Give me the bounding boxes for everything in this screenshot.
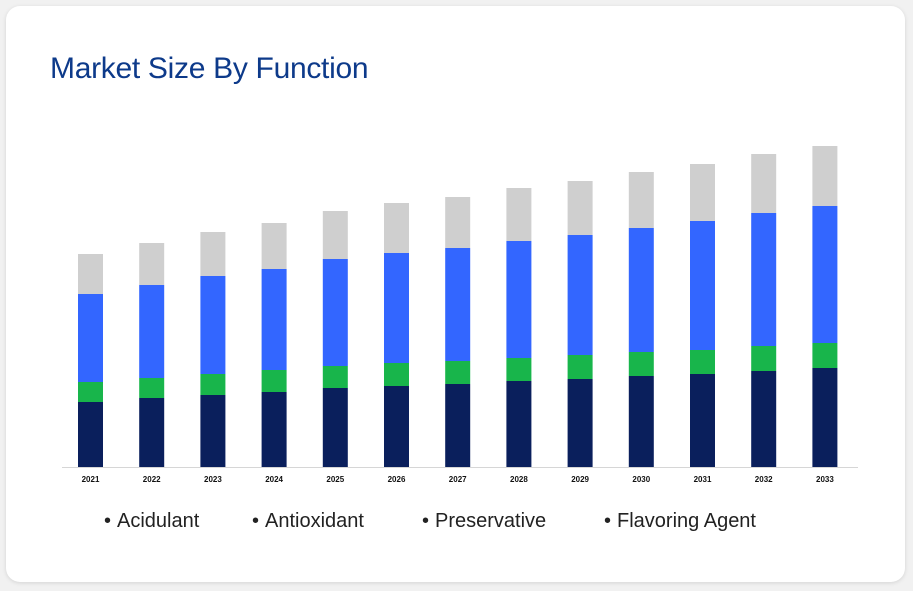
bar-acidulant-2023 <box>200 395 226 467</box>
bar-preservative-2029 <box>567 235 593 355</box>
legend-item-antioxidant[interactable]: • Antioxidant <box>252 510 364 533</box>
legend-label: Antioxidant <box>265 510 364 532</box>
bar-antioxidant-2029 <box>567 355 593 379</box>
bar-acidulant-2033 <box>812 368 838 467</box>
bar-flavoring-agent-2027 <box>445 197 471 248</box>
bar-preservative-2033 <box>812 206 838 343</box>
legend-item-flavoring-agent[interactable]: • Flavoring Agent <box>604 510 756 533</box>
bar-preservative-2031 <box>690 221 715 350</box>
legend-bullet: • <box>604 510 612 532</box>
bar-flavoring-agent-2028 <box>506 188 532 241</box>
bar-flavoring-agent-2023 <box>200 232 226 276</box>
bar-acidulant-2028 <box>506 381 532 467</box>
bar-preservative-2021 <box>78 294 103 382</box>
legend-label: Flavoring Agent <box>617 510 756 532</box>
bar-preservative-2022 <box>139 285 165 378</box>
bar-preservative-2026 <box>384 253 409 363</box>
bar-antioxidant-2027 <box>445 361 471 384</box>
chart-title: Market Size By Function <box>50 52 369 85</box>
bar-preservative-2030 <box>628 228 654 352</box>
bar-antioxidant-2024 <box>261 370 287 392</box>
x-tick-label: 2031 <box>694 475 712 484</box>
bar-antioxidant-2025 <box>322 366 348 388</box>
bar-antioxidant-2033 <box>812 343 838 368</box>
bar-antioxidant-2023 <box>200 374 226 395</box>
x-tick-label: 2024 <box>265 475 283 484</box>
legend-label: Preservative <box>435 510 547 532</box>
x-tick-label: 2026 <box>388 475 406 484</box>
bar-acidulant-2024 <box>261 392 287 467</box>
bar-antioxidant-2030 <box>628 352 654 376</box>
bar-group <box>78 146 838 467</box>
legend-label: Acidulant <box>117 510 200 532</box>
bar-antioxidant-2022 <box>139 378 165 398</box>
bar-antioxidant-2028 <box>506 358 532 381</box>
x-tick-label: 2027 <box>449 475 467 484</box>
x-tick-labels: 2021 2022 2023 2024 2025 2026 2027 2028 2029 2030… <box>82 475 835 484</box>
bar-antioxidant-2021 <box>78 382 103 402</box>
bar-antioxidant-2026 <box>384 363 409 386</box>
bar-acidulant-2029 <box>567 379 593 467</box>
x-tick-label: 2021 <box>82 475 100 484</box>
legend: • Acidulant • Antioxidant • Preservative • F… <box>0 510 913 536</box>
bar-preservative-2024 <box>261 269 287 370</box>
legend-bullet: • <box>104 510 112 532</box>
x-tick-label: 2023 <box>204 475 222 484</box>
x-tick-label: 2032 <box>755 475 773 484</box>
bar-flavoring-agent-2022 <box>139 243 165 285</box>
bar-preservative-2025 <box>322 259 348 366</box>
bar-preservative-2028 <box>506 241 532 358</box>
bar-flavoring-agent-2021 <box>78 254 103 294</box>
bar-acidulant-2026 <box>384 386 409 467</box>
x-tick-label: 2030 <box>632 475 650 484</box>
bar-flavoring-agent-2025 <box>322 211 348 259</box>
x-tick-label: 2029 <box>571 475 589 484</box>
bar-acidulant-2022 <box>139 398 165 467</box>
bar-flavoring-agent-2026 <box>384 203 409 253</box>
bar-flavoring-agent-2024 <box>261 223 287 269</box>
bar-preservative-2032 <box>751 213 777 346</box>
bar-preservative-2023 <box>200 276 226 374</box>
legend-bullet: • <box>422 510 430 532</box>
bar-acidulant-2025 <box>322 388 348 467</box>
bar-flavoring-agent-2032 <box>751 154 777 213</box>
legend-item-acidulant[interactable]: • Acidulant <box>104 510 199 533</box>
bar-flavoring-agent-2033 <box>812 146 838 206</box>
bar-antioxidant-2032 <box>751 346 777 371</box>
bar-acidulant-2021 <box>78 402 103 467</box>
bar-flavoring-agent-2029 <box>567 181 593 235</box>
x-tick-label: 2028 <box>510 475 528 484</box>
x-tick-label: 2025 <box>326 475 344 484</box>
bar-flavoring-agent-2031 <box>690 164 715 221</box>
bar-acidulant-2032 <box>751 371 777 467</box>
bar-preservative-2027 <box>445 248 471 361</box>
x-tick-label: 2022 <box>143 475 161 484</box>
legend-bullet: • <box>252 510 260 532</box>
bar-acidulant-2027 <box>445 384 471 467</box>
bar-flavoring-agent-2030 <box>628 172 654 228</box>
x-tick-label: 2033 <box>816 475 834 484</box>
bar-antioxidant-2031 <box>690 350 715 374</box>
bar-acidulant-2030 <box>628 376 654 467</box>
bar-acidulant-2031 <box>690 374 715 467</box>
legend-item-preservative[interactable]: • Preservative <box>422 510 546 533</box>
